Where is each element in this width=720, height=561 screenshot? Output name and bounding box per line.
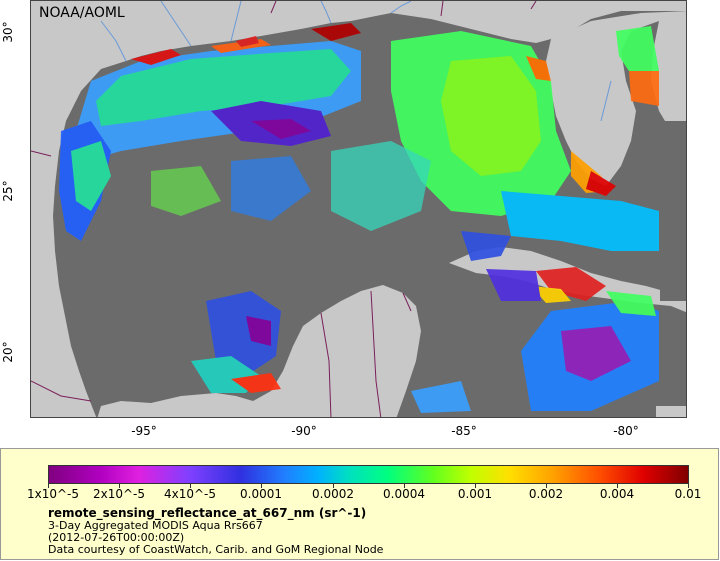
x-tick-label: -80°: [613, 424, 639, 438]
colorbar-label: 1x10^-5: [26, 487, 80, 501]
colorbar-tick: [475, 484, 476, 488]
x-tick-label: -90°: [291, 424, 317, 438]
legend-panel: 1x10^-5 2x10^-5 4x10^-5 0.0001 0.0002 0.…: [0, 448, 719, 560]
legend-subtitle: 3-Day Aggregated MODIS Aqua Rrs667: [48, 519, 263, 532]
colorbar-tick: [546, 484, 547, 488]
colorbar-tick: [119, 484, 120, 488]
map-area[interactable]: NOAA/AOML: [30, 0, 687, 418]
colorbar-tick: [617, 484, 618, 488]
colorbar-tick: [48, 484, 49, 488]
land-mexico-yucatan: [97, 285, 421, 417]
colorbar-tick: [688, 484, 689, 488]
x-tick-label: -85°: [451, 424, 477, 438]
colorbar-tick: [261, 484, 262, 488]
colorbar-label: 0.001: [457, 487, 493, 501]
map-canvas: [31, 1, 686, 417]
colorbar-tick: [404, 484, 405, 488]
map-credit-label: NOAA/AOML: [39, 5, 125, 21]
colorbar-label: 0.01: [674, 487, 702, 501]
land-south-edge: [656, 406, 686, 417]
colorbar-tick: [333, 484, 334, 488]
colorbar-label: 4x10^-5: [163, 487, 217, 501]
colorbar-label: 0.0001: [240, 487, 282, 501]
legend-title: remote_sensing_reflectance_at_667_nm (sr…: [48, 506, 367, 520]
colorbar: [48, 465, 689, 484]
ocean-strip-east: [660, 121, 686, 301]
colorbar-label: 0.004: [599, 487, 635, 501]
y-tick-label: 25°: [1, 180, 15, 202]
x-tick-label: -95°: [131, 424, 157, 438]
colorbar-tick: [190, 484, 191, 488]
legend-attribution: Data courtesy of CoastWatch, Carib. and …: [48, 543, 384, 556]
rivers: [100, 1, 612, 122]
legend-date: (2012-07-26T00:00:00Z): [48, 531, 185, 544]
land-east-edge: [651, 21, 686, 131]
y-tick-label: 30°: [1, 21, 15, 43]
colorbar-label: 0.002: [528, 487, 564, 501]
land-florida: [546, 11, 686, 186]
reflectance-data: [59, 23, 659, 413]
colorbar-label: 0.0002: [312, 487, 354, 501]
y-tick-label: 20°: [1, 341, 15, 363]
colorbar-label: 2x10^-5: [92, 487, 146, 501]
land-us-north: [31, 1, 686, 417]
political-borders: [31, 1, 537, 417]
colorbar-label: 0.0004: [383, 487, 425, 501]
